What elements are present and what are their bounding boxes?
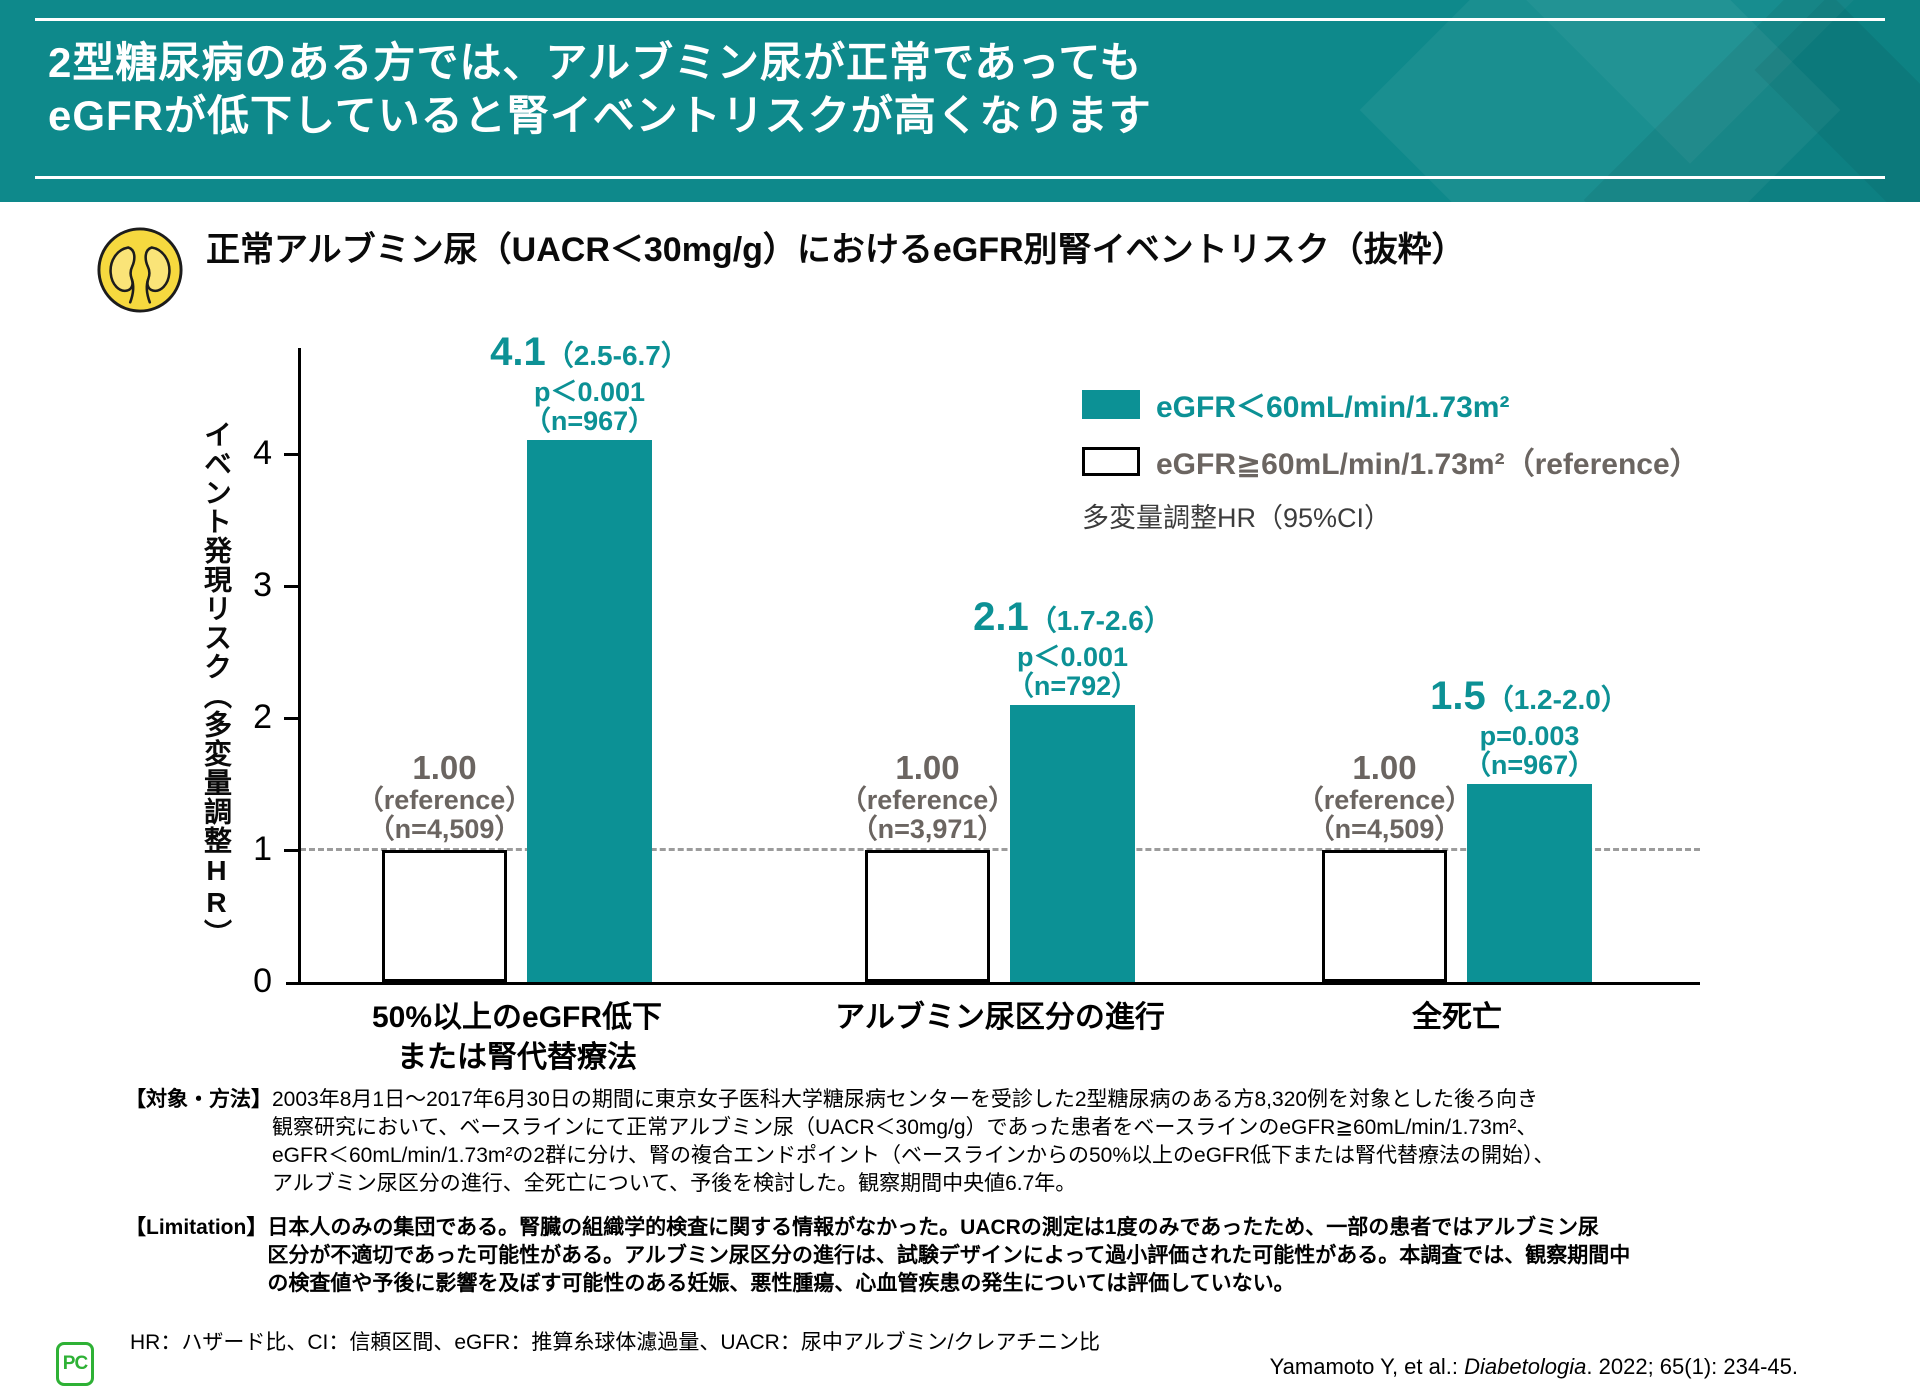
x-category-label: 50%以上のeGFR低下 または腎代替療法 — [371, 1001, 663, 1074]
y-tick — [284, 848, 300, 852]
footnote-methods-body: 2003年8月1日～2017年6月30日の期間に東京女子医科大学糖尿病センターを… — [272, 1088, 1555, 1195]
footnote-methods: 【対象・方法】 2003年8月1日～2017年6月30日の期間に東京女子医科大学… — [125, 1086, 1860, 1198]
kidney-icon — [97, 227, 183, 313]
header-banner: 2型糖尿病のある方では、アルブミン尿が正常であっても eGFRが低下していると腎イ… — [0, 0, 1920, 202]
y-tick — [284, 716, 300, 720]
chart-title: 正常アルブミン尿（UACR＜30mg/g）におけるeGFR別腎イベントリスク（抜… — [206, 231, 1466, 269]
legend-note-hr-ci: 多変量調整HR（95%CI） — [1082, 503, 1392, 533]
x-category-label: 全死亡 — [1412, 1001, 1502, 1034]
test-bar — [527, 440, 652, 982]
pc-logo-text: PC — [62, 1353, 88, 1374]
legend-label-egfr-below-60: eGFR＜60mL/min/1.73m² — [1156, 391, 1510, 424]
footnote-methods-label: 【対象・方法】 — [125, 1088, 272, 1111]
footnote-limitation: 【Limitation】 日本人のみの集団である。腎臓の組織学的検査に関する情報… — [125, 1214, 1860, 1298]
legend-label-egfr-reference: eGFR≧60mL/min/1.73m²（reference） — [1156, 448, 1700, 481]
reference-bar — [382, 849, 507, 982]
x-axis — [286, 982, 1700, 985]
page-title-line2: eGFRが低下していると腎イベントリスクが高くなります — [48, 92, 1152, 139]
test-bar-label: 2.1（1.7-2.6） p＜0.001 （n=792） — [973, 594, 1172, 701]
legend-swatch-teal — [1082, 389, 1140, 419]
x-category-label: アルブミン尿区分の進行 — [835, 1001, 1165, 1034]
chart-legend: eGFR＜60mL/min/1.73m² eGFR≧60mL/min/1.73m… — [1082, 382, 1700, 535]
legend-swatch-white — [1082, 446, 1140, 476]
reference-bar — [865, 849, 990, 982]
header-rule-top — [35, 18, 1885, 21]
legend-item-egfr-below-60: eGFR＜60mL/min/1.73m² — [1082, 382, 1700, 426]
y-tick — [284, 584, 300, 588]
footnote-limitation-body: 日本人のみの集団である。腎臓の組織学的検査に関する情報がなかった。UACRの測定… — [267, 1216, 1631, 1295]
page-title-line1: 2型糖尿病のある方では、アルブミン尿が正常であっても — [48, 39, 1143, 86]
test-bar-label: 4.1（2.5-6.7） p＜0.001 （n=967） — [490, 330, 689, 437]
y-axis — [298, 348, 301, 985]
reference-line — [300, 847, 1700, 851]
reference-bar — [1322, 849, 1447, 982]
citation-journal: Diabetologia — [1464, 1354, 1587, 1379]
pc-logo: PC — [56, 1342, 94, 1386]
test-bar-label: 1.5（1.2-2.0） p=0.003 （n=967） — [1430, 673, 1629, 780]
citation-authors: Yamamoto Y, et al.: — [1269, 1354, 1465, 1379]
y-tick — [284, 452, 300, 456]
citation: Yamamoto Y, et al.: Diabetologia. 2022; … — [1270, 1354, 1798, 1380]
citation-detail: . 2022; 65(1): 234-45. — [1586, 1354, 1798, 1379]
legend-item-egfr-reference: eGFR≧60mL/min/1.73m²（reference） — [1082, 439, 1700, 483]
page-title: 2型糖尿病のある方では、アルブミン尿が正常であっても eGFRが低下していると腎イ… — [48, 36, 1152, 142]
y-tick-label: 0 — [253, 962, 272, 1000]
reference-bar-label: 1.00 （reference） （n=3,971） — [839, 748, 1016, 844]
reference-bar-label: 1.00 （reference） （n=4,509） — [1296, 748, 1473, 844]
header-rule-bottom — [35, 176, 1885, 179]
reference-bar-label: 1.00 （reference） （n=4,509） — [356, 748, 533, 844]
footnote-limitation-label: 【Limitation】 — [125, 1216, 268, 1239]
test-bar — [1467, 783, 1592, 982]
abbreviations: HR：ハザード比、CI：信頼区間、eGFR：推算糸球体濾過量、UACR：尿中アル… — [130, 1331, 1101, 1354]
test-bar — [1010, 704, 1135, 982]
y-axis-title: イベント発現リスク（多変量調整HR） — [201, 420, 232, 948]
